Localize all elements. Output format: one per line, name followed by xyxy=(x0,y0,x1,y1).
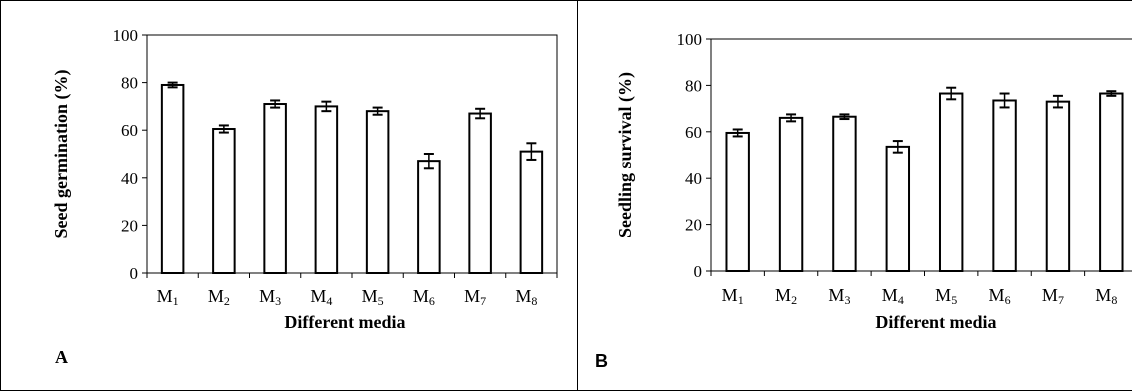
chart-panel-b: 0 20 40 60 80 100 M1 M2 M3 M4 M5 M6 M7 M8 Different me… xyxy=(577,0,1132,391)
chart-a-svg: 0 20 40 60 80 100 M1 M2 M3 M4 M5 M6 M7 M8 Different me… xyxy=(51,26,558,332)
bar xyxy=(1045,100,1071,272)
x-category-label: M1 xyxy=(722,285,744,307)
y-tick-label: 80 xyxy=(121,74,138,93)
bar xyxy=(832,115,857,272)
y-axis-title: Seedling survival (%) xyxy=(615,72,636,238)
x-category-label: M4 xyxy=(882,285,904,307)
panel-label-b: B xyxy=(595,351,608,371)
x-category-label: M3 xyxy=(828,285,850,307)
x-category-label: M6 xyxy=(989,285,1011,307)
x-category-label: M5 xyxy=(935,285,957,307)
x-category-label: M5 xyxy=(362,286,384,308)
bar xyxy=(263,103,287,274)
bar xyxy=(1099,92,1124,272)
bar xyxy=(160,83,185,275)
x-category-label: M6 xyxy=(413,286,435,308)
x-axis-title: Different media xyxy=(875,312,996,332)
y-tick-label: 20 xyxy=(685,216,702,235)
x-category-label: M3 xyxy=(259,286,281,308)
x-axis-title: Different media xyxy=(284,312,405,332)
bar xyxy=(885,145,911,273)
y-tick-label: 40 xyxy=(685,169,702,188)
x-category-label: M8 xyxy=(515,286,537,308)
y-tick-label: 20 xyxy=(121,216,138,235)
bar xyxy=(314,105,339,275)
plot-area-frame xyxy=(146,34,558,274)
x-category-label: M2 xyxy=(775,285,797,307)
y-tick-label: 60 xyxy=(121,121,138,140)
chart-panel-a: 0 20 40 60 80 100 M1 M2 M3 M4 M5 M6 M7 M8 Different me… xyxy=(0,0,578,391)
bar xyxy=(938,92,964,272)
x-category-label: M7 xyxy=(1042,285,1064,307)
y-tick-label: 0 xyxy=(694,262,703,281)
x-category-label: M7 xyxy=(464,286,486,308)
y-tick-label: 40 xyxy=(121,169,138,188)
x-category-label: M8 xyxy=(1095,285,1117,307)
y-tick-label: 0 xyxy=(130,264,139,283)
y-tick-label: 60 xyxy=(685,123,702,142)
bar xyxy=(365,110,390,274)
bar xyxy=(212,128,236,274)
x-category-label: M4 xyxy=(310,286,332,308)
bar xyxy=(468,112,492,275)
chart-b-svg: 0 20 40 60 80 100 M1 M2 M3 M4 M5 M6 M7 M8 Different me… xyxy=(615,30,1132,332)
y-tick-label: 100 xyxy=(677,30,703,49)
bar xyxy=(519,150,544,274)
panel-label-a: A xyxy=(55,347,68,367)
bar xyxy=(725,131,750,272)
y-axis-title: Seed germination (%) xyxy=(51,70,72,239)
bar xyxy=(778,116,804,272)
y-tick-label: 100 xyxy=(113,26,139,45)
bar xyxy=(417,160,441,274)
x-category-label: M2 xyxy=(208,286,230,308)
y-tick-label: 80 xyxy=(685,76,702,95)
bar xyxy=(992,99,1017,273)
x-category-label: M1 xyxy=(157,286,179,308)
